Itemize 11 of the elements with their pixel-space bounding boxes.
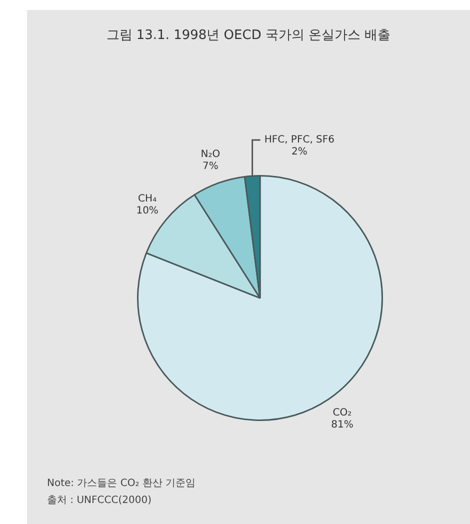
- data-label: 2%: [291, 146, 308, 158]
- source-note: 출처 : UNFCCC(2000): [47, 494, 152, 508]
- data-label: 10%: [136, 205, 158, 216]
- data-label: 7%: [202, 160, 218, 172]
- text: Note: 가스들은 CO₂ 환산 기준임: [47, 477, 196, 491]
- data-label: 81%: [331, 420, 354, 431]
- slice-label: CO₂: [332, 408, 352, 419]
- slice-label: HFC, PFC, SF6: [264, 134, 335, 146]
- slice-label: N₂O: [200, 148, 220, 160]
- slice-label: CH₄: [138, 193, 157, 204]
- chart-title: 그림 13.1. 1998년 OECD 국가의 온실가스 배출: [105, 27, 392, 44]
